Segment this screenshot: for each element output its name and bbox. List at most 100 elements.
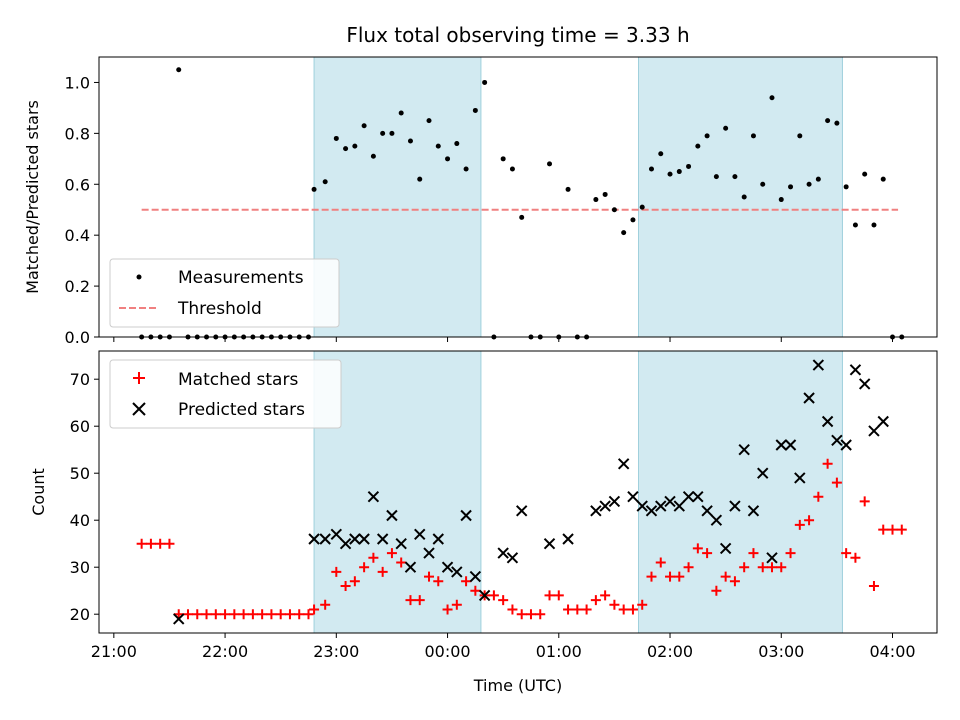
measurement-point-71 — [797, 133, 803, 139]
matched-star-point-32 — [433, 576, 444, 587]
matched-star-point-70 — [785, 548, 796, 559]
matched-star-point-17 — [294, 609, 305, 620]
measurement-point-57 — [667, 171, 673, 177]
predicted-star-point-18 — [469, 570, 482, 583]
matched-star-point-73 — [813, 491, 824, 502]
matched-star-point-80 — [878, 524, 889, 535]
matched-star-point-63 — [720, 571, 731, 582]
figure-title: Flux total observing time = 3.33 h — [346, 23, 689, 47]
matched-star-point-79 — [868, 581, 879, 591]
predicted-star-point-52 — [840, 439, 852, 451]
matched-star-point-31 — [424, 571, 435, 582]
measurement-point-37 — [482, 79, 488, 85]
predicted-star-point-26 — [599, 500, 611, 512]
matched-star-point-24 — [359, 562, 370, 573]
predicted-star-point-44 — [766, 552, 778, 564]
measurement-point-60 — [695, 143, 701, 149]
y-tick-label-1: 30 — [70, 558, 90, 577]
measurement-point-59 — [686, 163, 692, 169]
x-tick-label-6: 03:00 — [758, 642, 804, 661]
matched-star-point-43 — [535, 609, 546, 620]
matched-star-point-21 — [331, 566, 342, 577]
predicted-star-point-53 — [849, 364, 862, 376]
x-tick-label-1: 22:00 — [202, 642, 248, 661]
measurement-point-32 — [435, 143, 441, 149]
predicted-star-point-31 — [645, 505, 658, 517]
matched-star-point-82 — [896, 524, 907, 535]
measurement-point-58 — [676, 169, 682, 175]
predicted-star-point-24 — [562, 533, 574, 545]
matched-star-point-74 — [822, 458, 833, 469]
ratio-panel-shaded-intervals — [313, 56, 843, 338]
measurement-point-21 — [333, 135, 339, 141]
x-tick-label-0: 21:00 — [91, 642, 137, 661]
y-tick-label-0: 0.0 — [65, 328, 90, 347]
matched-star-point-68 — [766, 562, 777, 573]
matched-star-point-75 — [831, 477, 842, 488]
matched-star-point-46 — [563, 604, 574, 615]
measurement-point-22 — [343, 146, 349, 152]
predicted-star-point-23 — [543, 537, 556, 550]
matched-star-point-44 — [544, 590, 555, 601]
matched-star-point-76 — [841, 548, 852, 559]
measurement-point-4 — [176, 67, 182, 73]
measurement-point-31 — [426, 118, 432, 124]
predicted-star-point-46 — [784, 439, 797, 451]
measurement-point-41 — [519, 214, 525, 220]
matched-star-point-12 — [247, 609, 258, 620]
matched-star-point-58 — [674, 571, 685, 582]
matched-star-point-27 — [386, 548, 397, 559]
count-panel: 21:00 22:00 23:00 00:00 01:00 02:00 03:00 04:00… — [29, 350, 938, 695]
matched-star-point-77 — [850, 552, 861, 563]
matched-star-point-72 — [804, 515, 815, 526]
measurement-point-79 — [871, 222, 877, 228]
measurement-point-54 — [639, 204, 645, 210]
matched-star-point-29 — [405, 595, 416, 606]
predicted-star-point-28 — [617, 458, 630, 470]
predicted-star-point-42 — [747, 505, 760, 517]
matched-star-point-59 — [683, 562, 694, 573]
predicted-star-point-3 — [330, 528, 343, 541]
measurement-point-51 — [611, 207, 617, 213]
ratio-panel-marks — [139, 67, 905, 340]
predicted-star-point-14 — [432, 533, 444, 545]
matched-star-point-41 — [516, 609, 527, 620]
predicted-star-point-15 — [441, 561, 454, 573]
predicted-star-point-4 — [339, 537, 352, 550]
x-tick-label-2: 23:00 — [313, 642, 359, 661]
matched-star-point-67 — [757, 562, 768, 573]
matched-star-point-5 — [182, 609, 193, 620]
matched-star-point-14 — [266, 609, 277, 620]
predicted-star-point-19 — [478, 589, 491, 602]
matched-star-point-38 — [488, 590, 499, 601]
measurement-point-29 — [407, 138, 413, 144]
matched-star-point-2 — [155, 538, 166, 549]
matched-star-point-0 — [136, 538, 147, 549]
ratio-panel-legend: Measurements Threshold — [109, 258, 340, 328]
matched-star-point-47 — [572, 604, 583, 615]
predicted-star-point-2 — [319, 533, 331, 545]
predicted-star-point-16 — [451, 566, 463, 578]
measurement-point-19 — [311, 186, 317, 192]
x-tick-label-3: 00:00 — [424, 642, 470, 661]
matched-star-point-64 — [729, 576, 740, 587]
count-panel-ticks: 21:00 22:00 23:00 00:00 01:00 02:00 03:00 04:00… — [70, 370, 916, 661]
legend-threshold-label: Threshold — [177, 299, 262, 319]
y-tick-label-1: 0.2 — [65, 277, 90, 296]
measurement-point-53 — [630, 217, 636, 223]
predicted-star-point-20 — [497, 547, 509, 559]
predicted-star-point-8 — [376, 533, 389, 545]
measurement-point-36 — [472, 107, 478, 113]
matched-star-point-36 — [470, 585, 481, 596]
predicted-star-point-5 — [349, 533, 361, 545]
predicted-star-point-10 — [395, 537, 407, 550]
matched-star-point-50 — [600, 590, 611, 601]
shaded-interval-2 — [638, 56, 843, 338]
measurement-point-52 — [621, 230, 627, 236]
predicted-star-point-45 — [775, 439, 787, 451]
matched-star-point-42 — [525, 609, 536, 620]
matched-star-point-26 — [377, 566, 388, 577]
matched-star-point-40 — [507, 604, 518, 615]
y-tick-label-3: 50 — [70, 464, 90, 483]
count-legend-box — [109, 359, 342, 429]
